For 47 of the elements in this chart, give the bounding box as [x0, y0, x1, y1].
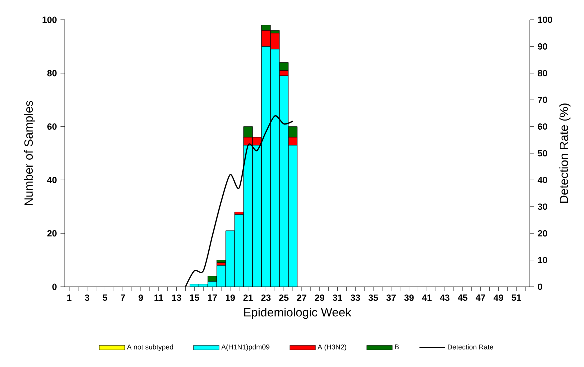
y2-tick-label: 10	[538, 257, 548, 264]
y2-axis-title: Detection Rate (%)	[560, 104, 571, 204]
y-tick-label: 80	[48, 70, 57, 77]
y2-tick-label: 40	[538, 177, 548, 184]
x-tick-label: 41	[422, 294, 432, 301]
x-tick-label: 45	[458, 294, 468, 302]
x-tick-label: 13	[172, 294, 182, 302]
x-tick-label: 31	[332, 294, 342, 302]
y-tick-label: 60	[48, 124, 57, 130]
x-tick-label: 9	[138, 294, 144, 302]
y2-tick-label: 90	[538, 44, 548, 50]
x-axis-title: Epidemiologic Week	[244, 308, 352, 320]
x-tick-label: 11	[154, 294, 164, 301]
x-tick-label: 51	[512, 294, 522, 302]
y2-tick-label: 70	[538, 96, 548, 104]
y-tick-label: 100	[42, 16, 57, 24]
x-tick-label: 49	[494, 294, 504, 302]
x-tick-label: 15	[190, 294, 200, 302]
y2-tick-label: 60	[538, 124, 548, 130]
y-axis-title: Number of Samples	[24, 101, 36, 206]
bar	[216, 262, 226, 266]
y-tick-label: 20	[48, 230, 57, 237]
y-tick-label: 40	[47, 177, 57, 184]
x-tick-label: 29	[315, 294, 325, 302]
x-tick-label: 5	[103, 294, 108, 302]
x-tick-label: 47	[476, 294, 486, 301]
y2-tick-label: 100	[538, 16, 552, 24]
x-tick-label: 27	[297, 294, 307, 302]
y-tick-label: 0	[52, 284, 57, 290]
x-tick-label: 35	[368, 294, 378, 302]
x-tick-label: 25	[279, 294, 289, 302]
x-tick-label: 43	[440, 294, 450, 302]
x-tick-label: 17	[208, 294, 218, 301]
y2-tick-label: 80	[538, 70, 548, 77]
x-tick-label: 39	[404, 294, 414, 302]
x-tick-label: 21	[244, 294, 254, 302]
x-tick-label: 3	[85, 294, 90, 302]
x-tick-label: 33	[350, 294, 360, 302]
y2-tick-label: 0	[538, 284, 542, 290]
x-tick-label: 1	[68, 294, 72, 301]
x-tick-label: 7	[121, 294, 126, 301]
y2-tick-label: 30	[538, 204, 548, 210]
x-tick-label: 19	[226, 294, 236, 302]
x-tick-label: 37	[386, 294, 396, 302]
y2-tick-label: 20	[538, 230, 548, 237]
x-tick-label: 23	[262, 294, 271, 302]
y2-tick-label: 50	[538, 150, 548, 157]
